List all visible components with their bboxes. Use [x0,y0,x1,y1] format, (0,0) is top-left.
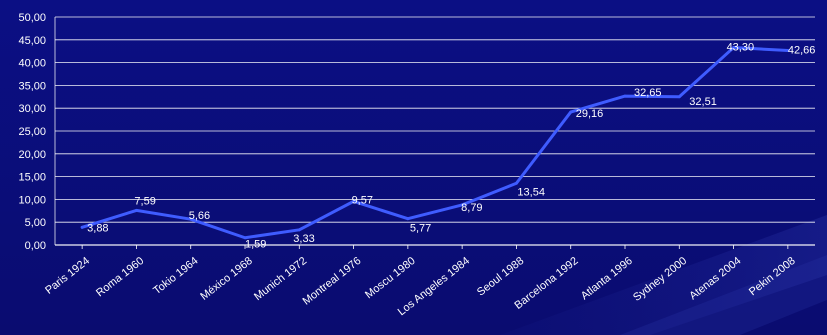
data-label: 7,59 [134,195,155,207]
x-tick-label: Roma 1960 [94,255,146,299]
y-tick-label: 0,00 [25,240,46,252]
data-point [569,110,573,114]
data-point [460,203,464,207]
y-tick-label: 25,00 [18,126,46,138]
y-tick-label: 40,00 [18,58,46,70]
data-label: 5,77 [410,223,431,235]
data-label: 43,30 [727,42,755,54]
y-tick-label: 50,00 [18,12,46,24]
series-line [80,46,790,240]
x-tick-label: Sydney 2000 [631,255,689,304]
y-tick-label: 5,00 [25,217,46,229]
data-point [677,95,681,99]
data-point [243,236,247,240]
y-tick-label: 35,00 [18,80,46,92]
data-point [786,49,790,52]
data-label: 8,79 [461,202,482,214]
data-label: 5,66 [189,210,210,222]
data-point [297,228,301,232]
data-point [406,217,410,221]
data-labels: 3,88 7,59 5,66 1,59 3,33 9,57 5,77 8,79 13,54 29,… [87,42,815,251]
data-label: 32,65 [634,87,662,99]
data-label: 3,88 [87,222,108,234]
x-tick-label: Atenas 2004 [687,255,743,302]
x-tick-label: México 1968 [198,255,255,303]
x-tick-label: Paris 1924 [43,255,92,297]
x-tick-label: Pekin 2008 [747,255,798,298]
data-point [352,199,355,203]
x-tick-label: Atlanta 1996 [579,255,635,302]
data-point [515,181,518,185]
x-tick-label: Munich 1972 [252,255,309,303]
data-label: 3,33 [293,233,314,245]
y-tick-label: 20,00 [18,149,46,161]
y-axis-ticks: 0,00 5,00 10,00 15,00 20,00 25,00 30,00 35,00 40… [18,12,46,252]
y-tick-label: 30,00 [18,103,46,115]
series [80,46,790,240]
data-label: 42,66 [788,44,816,56]
x-tick-label: Montreal 1976 [301,255,364,308]
data-point [623,94,627,98]
grid-lines [54,16,815,246]
data-label: 32,51 [689,96,717,108]
data-label: 29,16 [576,108,604,120]
x-tick-label: Tokio 1964 [151,255,200,297]
data-label: 13,54 [517,186,545,198]
data-label: 9,57 [352,194,373,206]
y-tick-label: 15,00 [18,172,46,184]
data-point [732,46,735,49]
x-tick-label: Moscu 1980 [363,255,418,301]
data-point [189,217,193,221]
data-label: 1,59 [245,239,266,251]
y-tick-label: 10,00 [18,194,46,206]
y-tick-label: 45,00 [18,35,46,47]
x-tick-label: Seoul 1988 [475,255,526,299]
data-point [80,225,84,229]
data-point [135,208,138,212]
